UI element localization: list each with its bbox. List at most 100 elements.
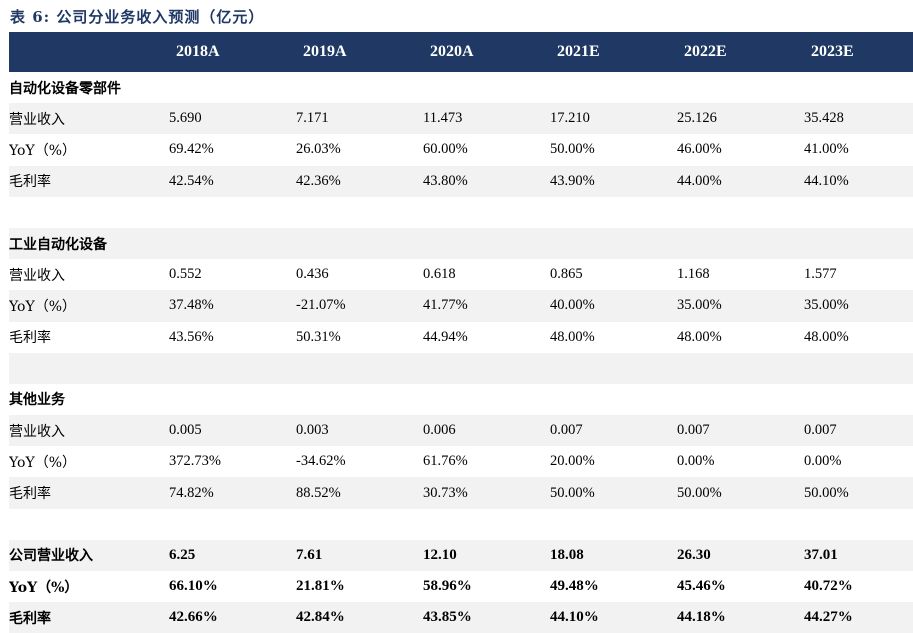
value-cell: 42.54% [169, 172, 214, 189]
total-value-cell: 66.10% [169, 578, 218, 595]
value-cell: 0.436 [296, 266, 329, 283]
table-row: 毛利率 42.54% 42.36% 43.80% 43.90% 44.00% 4… [9, 165, 913, 197]
total-value-cell: 44.10% [550, 609, 599, 626]
row-label: 毛利率 [9, 486, 51, 503]
spacer-row [9, 352, 913, 384]
row-label: YoY（%） [9, 298, 76, 315]
header-label-cell [9, 32, 169, 72]
row-label: 毛利率 [9, 330, 51, 347]
value-cell: 25.126 [677, 110, 717, 127]
value-cell: 0.865 [550, 266, 583, 283]
table-title: 表 6: 公司分业务收入预测（亿元） [10, 8, 265, 26]
year-header-2020A: 2020A [430, 43, 474, 60]
year-header-2021E: 2021E [557, 43, 600, 60]
value-cell: 44.10% [804, 172, 849, 189]
value-cell: 0.005 [169, 422, 202, 439]
value-cell: 74.82% [169, 484, 214, 501]
total-row: 毛利率 42.66% 42.84% 43.85% 44.10% 44.18% 4… [9, 602, 913, 633]
row-label: 营业收入 [9, 423, 65, 440]
total-row: YoY（%） 66.10% 21.81% 58.96% 49.48% 45.46… [9, 571, 913, 602]
value-cell: 48.00% [677, 328, 722, 345]
table-row: 毛利率 43.56% 50.31% 44.94% 48.00% 48.00% 4… [9, 322, 913, 353]
row-label: YoY（%） [9, 142, 76, 159]
segment-header-row: 其他业务 [9, 384, 913, 415]
value-cell: 35.00% [804, 297, 849, 314]
value-cell: -21.07% [296, 297, 346, 314]
value-cell: 42.36% [296, 172, 341, 189]
value-cell: 26.03% [296, 141, 341, 158]
value-cell: 43.80% [423, 172, 468, 189]
year-header-2022E: 2022E [684, 43, 727, 60]
total-value-cell: 42.66% [169, 609, 218, 626]
value-cell: 0.007 [550, 422, 583, 439]
row-label: 毛利率 [9, 174, 51, 191]
total-label: 公司营业收入 [9, 548, 93, 565]
value-cell: 41.00% [804, 141, 849, 158]
value-cell: 1.577 [804, 266, 837, 283]
spacer-row [9, 509, 913, 540]
total-value-cell: 40.72% [804, 578, 853, 595]
year-header-2019A: 2019A [303, 43, 347, 60]
total-value-cell: 44.27% [804, 609, 853, 626]
value-cell: 50.00% [804, 484, 849, 501]
value-cell: 35.428 [804, 110, 844, 127]
total-value-cell: 37.01 [804, 546, 838, 563]
value-cell: 60.00% [423, 141, 468, 158]
header-row: 2018A 2019A 2020A 2021E 2022E 2023E [9, 32, 913, 72]
value-cell: 43.90% [550, 172, 595, 189]
value-cell: 0.00% [804, 453, 842, 470]
value-cell: 7.171 [296, 110, 329, 127]
segment-name: 自动化设备零部件 [9, 80, 121, 97]
total-value-cell: 44.18% [677, 609, 726, 626]
row-label: 营业收入 [9, 111, 65, 128]
total-value-cell: 18.08 [550, 546, 584, 563]
segment-name: 工业自动化设备 [9, 236, 107, 253]
value-cell: 0.007 [677, 422, 710, 439]
row-label: YoY（%） [9, 454, 76, 471]
value-cell: 50.00% [550, 141, 595, 158]
table-row: 毛利率 74.82% 88.52% 30.73% 50.00% 50.00% 5… [9, 477, 913, 509]
forecast-table: 2018A 2019A 2020A 2021E 2022E 2023E 自动化设… [9, 32, 913, 633]
value-cell: 372.73% [169, 453, 221, 470]
value-cell: 61.76% [423, 453, 468, 470]
value-cell: 35.00% [677, 297, 722, 314]
value-cell: 41.77% [423, 297, 468, 314]
total-label: 毛利率 [9, 610, 51, 627]
total-value-cell: 58.96% [423, 578, 472, 595]
segment-header-row: 自动化设备零部件 [9, 72, 913, 103]
total-value-cell: 21.81% [296, 578, 345, 595]
value-cell: 43.56% [169, 328, 214, 345]
value-cell: 0.618 [423, 266, 456, 283]
table-row: YoY（%） 372.73% -34.62% 61.76% 20.00% 0.0… [9, 446, 913, 477]
value-cell: 11.473 [423, 110, 463, 127]
value-cell: 30.73% [423, 484, 468, 501]
value-cell: 37.48% [169, 297, 214, 314]
value-cell: 69.42% [169, 141, 214, 158]
segment-header-row: 工业自动化设备 [9, 227, 913, 260]
value-cell: 50.31% [296, 328, 341, 345]
total-value-cell: 26.30 [677, 546, 711, 563]
value-cell: 48.00% [804, 328, 849, 345]
table-row: 营业收入 5.690 7.171 11.473 17.210 25.126 35… [9, 103, 913, 135]
total-value-cell: 6.25 [169, 546, 196, 563]
value-cell: 0.003 [296, 422, 329, 439]
value-cell: 0.00% [677, 453, 715, 470]
value-cell: 40.00% [550, 297, 595, 314]
value-cell: 50.00% [550, 484, 595, 501]
total-value-cell: 12.10 [423, 546, 457, 563]
total-value-cell: 43.85% [423, 609, 472, 626]
value-cell: 50.00% [677, 484, 722, 501]
value-cell: 0.006 [423, 422, 456, 439]
total-label: YoY（%） [9, 579, 79, 596]
value-cell: 88.52% [296, 484, 341, 501]
value-cell: 46.00% [677, 141, 722, 158]
row-label: 营业收入 [9, 267, 65, 284]
table-row: 营业收入 0.005 0.003 0.006 0.007 0.007 0.007 [9, 415, 913, 447]
year-header-2023E: 2023E [811, 43, 854, 60]
total-value-cell: 49.48% [550, 578, 599, 595]
table-row: YoY（%） 37.48% -21.07% 41.77% 40.00% 35.0… [9, 290, 913, 322]
value-cell: 0.007 [804, 422, 837, 439]
total-value-cell: 42.84% [296, 609, 345, 626]
value-cell: 17.210 [550, 110, 590, 127]
year-header-2018A: 2018A [176, 43, 220, 60]
